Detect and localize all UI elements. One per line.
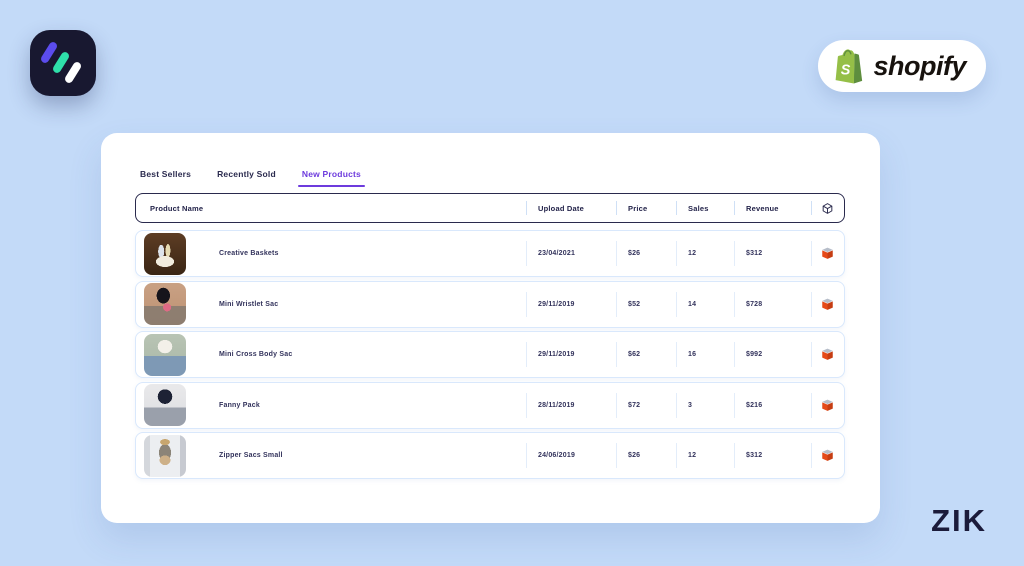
package-box-icon[interactable] bbox=[811, 332, 844, 377]
product-name: Mini Cross Body Sac bbox=[219, 351, 293, 358]
package-cube-icon bbox=[811, 194, 844, 222]
table-row[interactable]: Zipper Sacs Small 24/06/2019 $26 12 $312 bbox=[135, 432, 845, 479]
sales: 14 bbox=[676, 282, 734, 327]
column-header-upload-date: Upload Date bbox=[526, 194, 616, 222]
shopify-wordmark: shopify bbox=[873, 50, 966, 81]
package-box-icon[interactable] bbox=[811, 282, 844, 327]
tab-bar: Best Sellers Recently Sold New Products bbox=[140, 169, 366, 187]
table-row[interactable]: Mini Cross Body Sac 29/11/2019 $62 16 $9… bbox=[135, 331, 845, 378]
column-header-price: Price bbox=[616, 194, 676, 222]
product-image bbox=[144, 384, 186, 426]
table-header: Product Name Upload Date Price Sales Rev… bbox=[135, 193, 845, 223]
product-name: Fanny Pack bbox=[219, 401, 260, 409]
package-box-icon[interactable] bbox=[811, 433, 844, 478]
table-row[interactable]: Mini Wristlet Sac 29/11/2019 $52 14 $728 bbox=[135, 280, 845, 328]
upload-date: 29/11/2019 bbox=[526, 282, 616, 327]
product-image bbox=[144, 232, 186, 275]
upload-date: 24/06/2019 bbox=[526, 433, 616, 478]
revenue: $216 bbox=[734, 383, 811, 428]
logo-stripe-white bbox=[63, 60, 83, 85]
table-body: Creative Baskets 23/04/2021 $26 12 $312 … bbox=[135, 230, 845, 483]
column-header-sales: Sales bbox=[676, 194, 734, 222]
column-header-revenue: Revenue bbox=[734, 194, 811, 222]
zik-wordmark: ZIK bbox=[931, 503, 987, 538]
price: $26 bbox=[616, 231, 676, 276]
product-name: Mini Wristlet Sac bbox=[219, 300, 279, 308]
sales: 3 bbox=[676, 383, 734, 428]
price: $26 bbox=[616, 433, 676, 478]
package-box-icon[interactable] bbox=[811, 383, 844, 428]
shopify-badge: S shopify bbox=[818, 40, 986, 92]
product-name: Creative Baskets bbox=[219, 250, 279, 257]
sales: 12 bbox=[676, 231, 734, 276]
product-image bbox=[144, 333, 186, 376]
price: $52 bbox=[616, 282, 676, 327]
revenue: $992 bbox=[734, 332, 811, 377]
svg-text:S: S bbox=[841, 62, 851, 78]
upload-date: 28/11/2019 bbox=[526, 383, 616, 428]
logo-stripe-teal bbox=[51, 50, 71, 75]
product-image bbox=[144, 283, 186, 325]
price: $72 bbox=[616, 383, 676, 428]
product-image bbox=[144, 434, 186, 477]
tab-recently-sold[interactable]: Recently Sold bbox=[217, 169, 276, 187]
price: $62 bbox=[616, 332, 676, 377]
sales: 16 bbox=[676, 332, 734, 377]
products-card: Best Sellers Recently Sold New Products … bbox=[101, 133, 880, 523]
tab-best-sellers[interactable]: Best Sellers bbox=[140, 169, 191, 187]
revenue: $728 bbox=[734, 282, 811, 327]
table-row[interactable]: Fanny Pack 28/11/2019 $72 3 $216 bbox=[135, 381, 845, 429]
column-header-product-name: Product Name bbox=[150, 203, 204, 213]
product-name: Zipper Sacs Small bbox=[219, 452, 283, 459]
package-box-icon[interactable] bbox=[811, 231, 844, 276]
upload-date: 29/11/2019 bbox=[526, 332, 616, 377]
upload-date: 23/04/2021 bbox=[526, 231, 616, 276]
revenue: $312 bbox=[734, 433, 811, 478]
tab-new-products[interactable]: New Products bbox=[297, 169, 366, 187]
zik-app-logo bbox=[30, 30, 96, 96]
table-row[interactable]: Creative Baskets 23/04/2021 $26 12 $312 bbox=[135, 230, 845, 277]
revenue: $312 bbox=[734, 231, 811, 276]
sales: 12 bbox=[676, 433, 734, 478]
logo-stripe-purple bbox=[39, 40, 59, 65]
shopify-bag-icon: S bbox=[832, 48, 864, 85]
